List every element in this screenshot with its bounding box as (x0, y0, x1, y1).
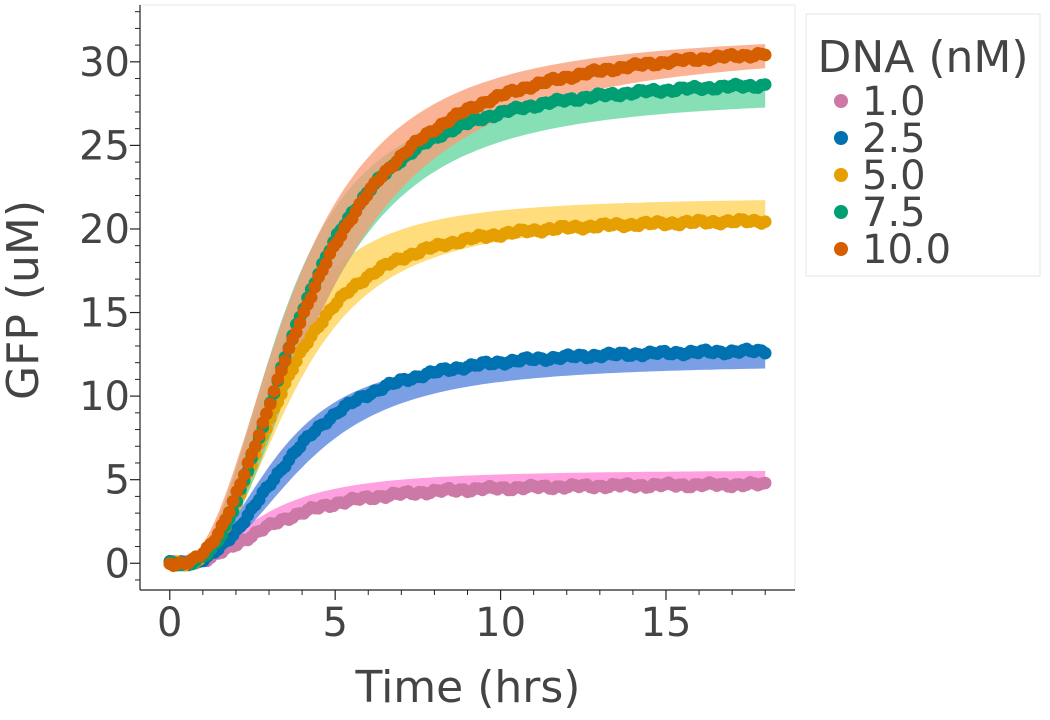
legend-marker (834, 242, 848, 256)
data-point (267, 384, 281, 398)
data-point (226, 495, 240, 508)
legend-item-1-0: 1.0 (834, 79, 926, 125)
legend-box (805, 13, 1041, 277)
legend-marker (834, 131, 848, 145)
data-point (249, 439, 262, 453)
legend-marker (834, 205, 848, 219)
data-point (758, 78, 772, 91)
x-tick-label: 15 (641, 600, 692, 646)
x-tick-label: 5 (322, 600, 347, 646)
x-tick-label: 0 (157, 600, 182, 646)
data-point (252, 428, 266, 442)
legend-label: 5.0 (862, 153, 926, 199)
x-tick-label: 10 (475, 600, 526, 646)
data-point (264, 397, 277, 411)
y-tick-label: 15 (79, 291, 130, 337)
legend-marker (834, 94, 848, 108)
y-tick-label: 30 (79, 40, 130, 86)
data-point (758, 215, 772, 228)
data-point (293, 316, 307, 330)
data-point (308, 280, 322, 294)
data-series-10-0 (163, 47, 772, 572)
legend-label: 7.5 (862, 190, 926, 236)
data-point (223, 506, 236, 519)
legend-marker (834, 168, 848, 182)
data-point (278, 354, 292, 368)
legend-title: DNA (nM) (817, 32, 1028, 83)
ticks: 0 5 10 15 0 5 10 15 20 25 30 (79, 11, 766, 646)
legend-label: 2.5 (862, 116, 926, 162)
data-point (237, 468, 251, 482)
data-point (758, 476, 772, 490)
data-point (290, 326, 303, 339)
model-band-1-0 (169, 471, 766, 564)
legend-label: 1.0 (862, 79, 926, 125)
y-tick-label: 0 (105, 541, 130, 587)
data-point (275, 364, 288, 378)
y-tick-label: 5 (105, 458, 130, 504)
legend-item-5-0: 5.0 (834, 153, 926, 199)
data-point (304, 291, 318, 304)
y-tick-label: 20 (79, 207, 130, 253)
x-axis-title: Time (hrs) (355, 662, 581, 713)
data-point (260, 407, 273, 420)
legend: DNA (nM) 1.02.55.07.510.0 (805, 13, 1041, 277)
data-point (758, 346, 772, 360)
y-tick-label: 25 (79, 123, 130, 169)
legend-item-2-5: 2.5 (834, 116, 926, 162)
legend-item-10-0: 10.0 (834, 227, 951, 273)
legend-label: 10.0 (862, 227, 951, 273)
data-point-layer (163, 47, 772, 572)
y-axis-title: GFP (uM) (0, 200, 49, 400)
data-point (758, 48, 772, 62)
data-point (319, 257, 333, 270)
y-tick-label: 10 (79, 374, 130, 420)
legend-item-7-5: 7.5 (834, 190, 926, 236)
